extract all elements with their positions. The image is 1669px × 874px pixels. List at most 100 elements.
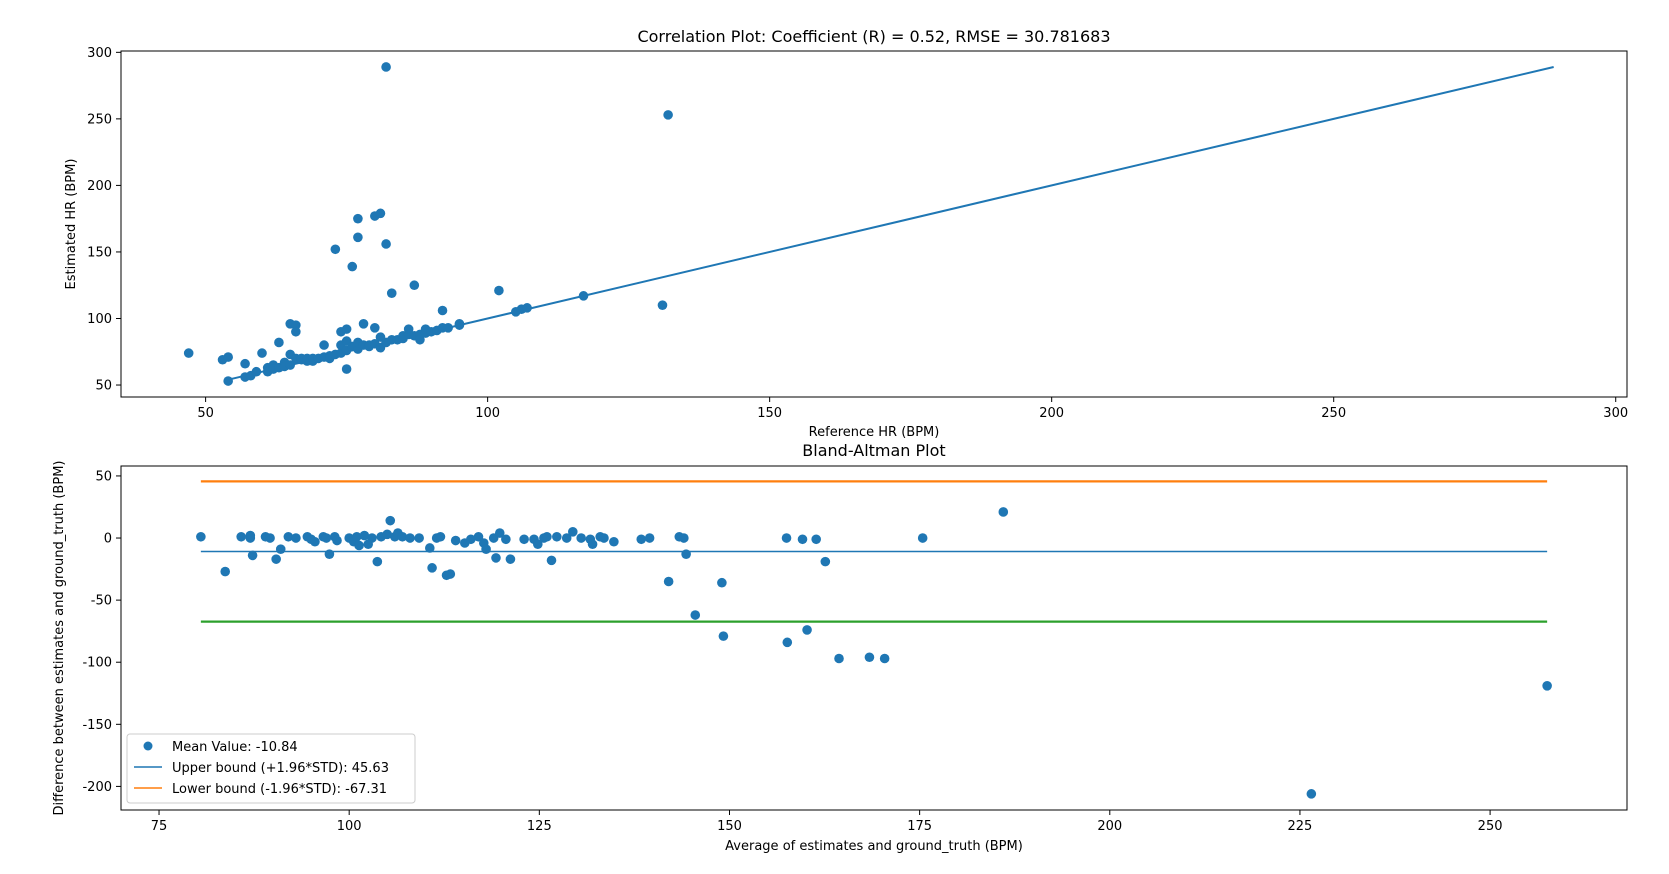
bland-altman-point (397, 531, 408, 542)
bland-altman-point (681, 549, 691, 559)
bland-altman-point (245, 530, 256, 541)
correlation-point (319, 340, 329, 350)
correlation-point (375, 208, 386, 219)
bland-altman-point (367, 533, 377, 543)
bland-altman-point (385, 515, 396, 526)
correlation-point (223, 352, 233, 362)
correlation-y-tick-label: 250 (87, 112, 112, 127)
correlation-point (522, 303, 532, 313)
bland-altman-point (1542, 681, 1552, 691)
bland-altman-point (552, 531, 562, 542)
bland-altman-point (351, 531, 362, 542)
correlation-point (386, 288, 397, 299)
correlation-point (437, 305, 448, 316)
legend-entry-mean: Mean Value: -10.84 (172, 740, 298, 755)
bland-altman-point (636, 534, 647, 545)
bland-altman-point (324, 549, 335, 559)
legend-box (126, 733, 416, 804)
correlation-point (370, 323, 380, 333)
bland-altman-point (382, 529, 393, 540)
correlation-point (341, 364, 352, 374)
bland-altman-point (864, 652, 875, 663)
bland-altman-point (546, 555, 557, 566)
bland-altman-plot: Bland-Altman Plot 75 100 125 150 175 200 225 25… (52, 441, 1628, 854)
correlation-y-label: Estimated HR (BPM) (64, 159, 79, 290)
bland-altman-y-tick-label: 50 (95, 469, 112, 484)
bland-altman-point (587, 539, 598, 550)
bland-altman-x-label: Average of estimates and ground_truth (B… (725, 839, 1023, 854)
bland-altman-x-tick-label: 100 (337, 819, 362, 834)
bland-altman-point (811, 534, 821, 545)
bland-altman-point (781, 533, 792, 543)
bland-altman-point (718, 631, 729, 641)
correlation-point (240, 358, 250, 369)
correlation-x-tick-label: 100 (475, 406, 500, 421)
bland-altman-point (820, 556, 831, 567)
bland-altman-lines-group (200, 480, 1548, 623)
correlation-point (353, 213, 363, 224)
bland-altman-point (445, 569, 456, 579)
bland-altman-plot-frame (120, 465, 1628, 811)
bland-altman-point (359, 530, 370, 541)
legend-marker-mean (143, 741, 153, 751)
correlation-x-tick-label: 200 (1039, 406, 1064, 421)
correlation-x-label: Reference HR (BPM) (809, 425, 940, 440)
bland-altman-point (782, 637, 793, 648)
correlation-point (183, 348, 194, 358)
bland-altman-point (425, 543, 435, 553)
correlation-x-tick-label: 50 (197, 406, 214, 421)
bland-altman-y-tick-label: -50 (91, 594, 112, 609)
correlation-points-group (183, 62, 673, 386)
bland-altman-y-tick-label: -100 (82, 656, 112, 671)
correlation-point (257, 348, 267, 358)
correlation-y-tick-label: 300 (87, 46, 112, 61)
bland-altman-point (435, 531, 446, 542)
bland-altman-x-tick-label: 225 (1288, 819, 1313, 834)
bland-altman-point (505, 554, 516, 564)
correlation-point (494, 285, 504, 296)
bland-altman-point (599, 533, 609, 543)
correlation-point (291, 320, 301, 330)
bland-altman-point (466, 534, 476, 545)
bland-altman-point (236, 531, 246, 542)
correlation-point (341, 324, 352, 334)
correlation-x-ticks: 50 100 150 200 250 300 (197, 397, 1628, 421)
bland-altman-point (247, 550, 258, 561)
bland-altman-x-tick-label: 125 (527, 819, 552, 834)
correlation-point (330, 244, 341, 255)
bland-altman-point (917, 533, 928, 543)
bland-altman-point (427, 563, 437, 573)
bland-altman-x-tick-label: 150 (717, 819, 742, 834)
bland-altman-point (354, 540, 364, 551)
correlation-x-tick-label: 150 (757, 406, 782, 421)
bland-altman-point (1306, 789, 1317, 799)
correlation-point (353, 232, 363, 243)
bland-altman-point (450, 535, 461, 546)
bland-altman-point (533, 539, 543, 550)
correlation-point (381, 62, 391, 72)
bland-altman-x-tick-label: 175 (907, 819, 932, 834)
bland-altman-point (220, 566, 231, 577)
correlation-plot: Correlation Plot: Coefficient (R) = 0.52… (64, 27, 1628, 440)
correlation-point (578, 291, 589, 301)
correlation-point (285, 360, 296, 370)
bland-altman-point (481, 544, 491, 555)
bland-altman-point (265, 533, 275, 543)
bland-altman-point (196, 531, 206, 542)
bland-altman-point (321, 533, 332, 543)
correlation-point (454, 319, 465, 329)
correlation-x-tick-label: 300 (1603, 406, 1628, 421)
correlation-plot-frame (120, 50, 1628, 398)
bland-altman-point (998, 507, 1009, 517)
correlation-point (415, 334, 425, 345)
correlation-x-tick-label: 250 (1321, 406, 1346, 421)
correlation-point (223, 376, 233, 386)
bland-altman-point (310, 536, 320, 547)
bland-altman-point (494, 528, 505, 538)
bland-altman-point (690, 610, 701, 620)
bland-altman-point (542, 531, 552, 542)
bland-altman-point (679, 533, 689, 543)
bland-altman-point (568, 527, 578, 537)
correlation-point (409, 280, 420, 291)
